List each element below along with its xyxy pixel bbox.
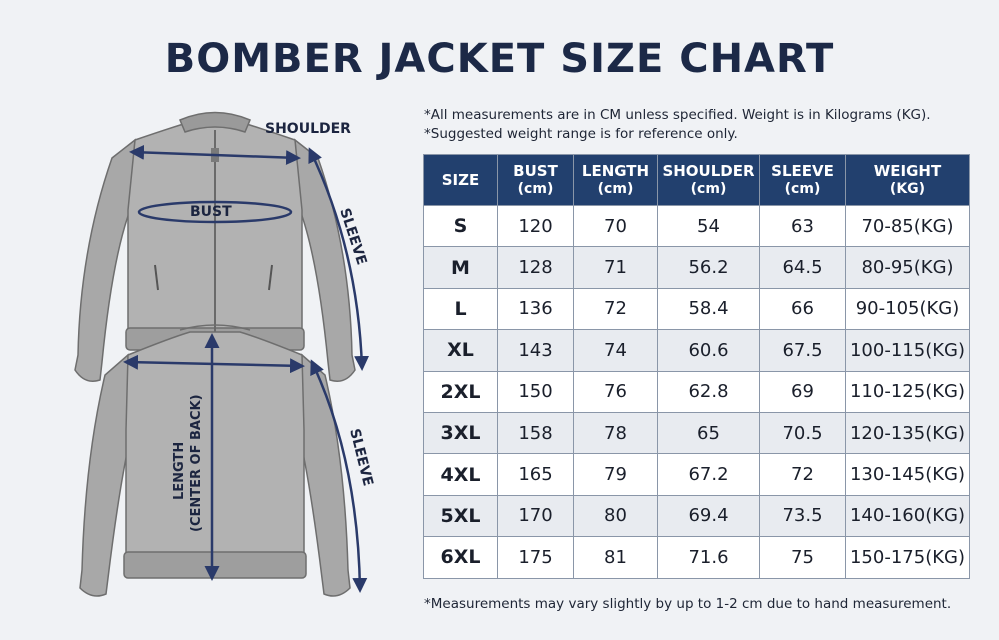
- table-cell: 100-115(KG): [845, 329, 970, 372]
- header-shoulder: SHOULDER (cm): [657, 154, 760, 206]
- page-title: BOMBER JACKET SIZE CHART: [164, 36, 835, 82]
- table-cell: 76: [573, 370, 658, 413]
- table-cell: 120: [497, 204, 574, 248]
- size-cell: XL: [423, 329, 498, 372]
- table-cell: 81: [573, 536, 658, 579]
- size-cell: L: [423, 287, 498, 331]
- table-cell: 60.6: [657, 329, 760, 372]
- jacket-diagram: SHOULDER BUST SLEEVE SLEEVE LENGTH (CENT…: [74, 111, 376, 597]
- size-cell: 4XL: [423, 453, 498, 496]
- table-cell: 62.8: [657, 370, 760, 413]
- table-cell: 66: [759, 287, 846, 331]
- table-cell: 75: [759, 536, 846, 579]
- table-cell: 120-135(KG): [845, 411, 970, 455]
- header-sleeve: SLEEVE (cm): [759, 154, 846, 206]
- table-header-row: SIZE BUST (cm) LENGTH (cm) SHOULDER (cm) SL…: [423, 154, 970, 206]
- table-cell: 58.4: [657, 287, 760, 331]
- table-cell: 140-160(KG): [845, 494, 970, 538]
- table-cell: 150-175(KG): [845, 536, 970, 579]
- length-label-line1: LENGTH: [172, 442, 187, 500]
- table-cell: 54: [657, 204, 760, 248]
- size-cell: 2XL: [423, 370, 498, 413]
- table-cell: 70-85(KG): [845, 204, 970, 248]
- table-row: 4XL 165 79 67.2 72 130-145(KG): [423, 453, 970, 496]
- bust-arrow: [137, 200, 293, 224]
- measurement-notes: *All measurements are in CM unless speci…: [424, 106, 984, 144]
- table-cell: 110-125(KG): [845, 370, 970, 413]
- table-cell: 130-145(KG): [845, 453, 970, 496]
- table-cell: 175: [497, 536, 574, 579]
- header-size: SIZE: [423, 154, 498, 206]
- size-table: SIZE BUST (cm) LENGTH (cm) SHOULDER (cm) SL…: [423, 154, 970, 579]
- table-row: S 120 70 54 63 70-85(KG): [423, 204, 970, 248]
- table-row: 5XL 170 80 69.4 73.5 140-160(KG): [423, 494, 970, 538]
- size-cell: S: [423, 204, 498, 248]
- shoulder-arrow: [129, 144, 301, 166]
- table-cell: 90-105(KG): [845, 287, 970, 331]
- table-body: S 120 70 54 63 70-85(KG) M 128 71 56.2 64.5 80-95(K…: [423, 204, 970, 579]
- table-cell: 143: [497, 329, 574, 372]
- table-cell: 80-95(KG): [845, 246, 970, 289]
- table-cell: 71.6: [657, 536, 760, 579]
- table-cell: 79: [573, 453, 658, 496]
- table-cell: 67.5: [759, 329, 846, 372]
- table-cell: 70: [573, 204, 658, 248]
- table-row: XL 143 74 60.6 67.5 100-115(KG): [423, 329, 970, 372]
- table-cell: 78: [573, 411, 658, 455]
- table-cell: 136: [497, 287, 574, 331]
- table-cell: 63: [759, 204, 846, 248]
- sleeve-back-arrow: [310, 359, 368, 593]
- table-row: 3XL 158 78 65 70.5 120-135(KG): [423, 411, 970, 455]
- table-cell: 74: [573, 329, 658, 372]
- bust-label: BUST: [190, 204, 232, 220]
- table-cell: 158: [497, 411, 574, 455]
- header-bust: BUST (cm): [497, 154, 574, 206]
- header-length: LENGTH (cm): [573, 154, 658, 206]
- table-cell: 73.5: [759, 494, 846, 538]
- table-cell: 80: [573, 494, 658, 538]
- footer-note: *Measurements may vary slightly by up to…: [424, 596, 952, 612]
- table-cell: 64.5: [759, 246, 846, 289]
- length-label-line2: (CENTER OF BACK): [189, 394, 204, 532]
- size-cell: M: [423, 246, 498, 289]
- table-cell: 170: [497, 494, 574, 538]
- table-row: M 128 71 56.2 64.5 80-95(KG): [423, 246, 970, 289]
- table-cell: 69: [759, 370, 846, 413]
- table-cell: 69.4: [657, 494, 760, 538]
- size-cell: 6XL: [423, 536, 498, 579]
- table-cell: 70.5: [759, 411, 846, 455]
- table-cell: 72: [759, 453, 846, 496]
- table-row: 6XL 175 81 71.6 75 150-175(KG): [423, 536, 970, 579]
- sleeve-front-arrow: [308, 147, 370, 371]
- table-cell: 72: [573, 287, 658, 331]
- size-cell: 5XL: [423, 494, 498, 538]
- back-jacket-illustration: [79, 324, 351, 597]
- note-units: *All measurements are in CM unless speci…: [424, 107, 931, 123]
- table-row: L 136 72 58.4 66 90-105(KG): [423, 287, 970, 331]
- table-cell: 71: [573, 246, 658, 289]
- table-cell: 150: [497, 370, 574, 413]
- table-cell: 65: [657, 411, 760, 455]
- header-weight: WEIGHT (KG): [845, 154, 970, 206]
- table-cell: 128: [497, 246, 574, 289]
- table-cell: 56.2: [657, 246, 760, 289]
- sleeve-back-label: SLEEVE: [346, 427, 376, 488]
- shoulder-label: SHOULDER: [265, 121, 351, 137]
- table-row: 2XL 150 76 62.8 69 110-125(KG): [423, 370, 970, 413]
- table-cell: 67.2: [657, 453, 760, 496]
- size-cell: 3XL: [423, 411, 498, 455]
- note-weight: *Suggested weight range is for reference…: [424, 126, 738, 142]
- table-cell: 165: [497, 453, 574, 496]
